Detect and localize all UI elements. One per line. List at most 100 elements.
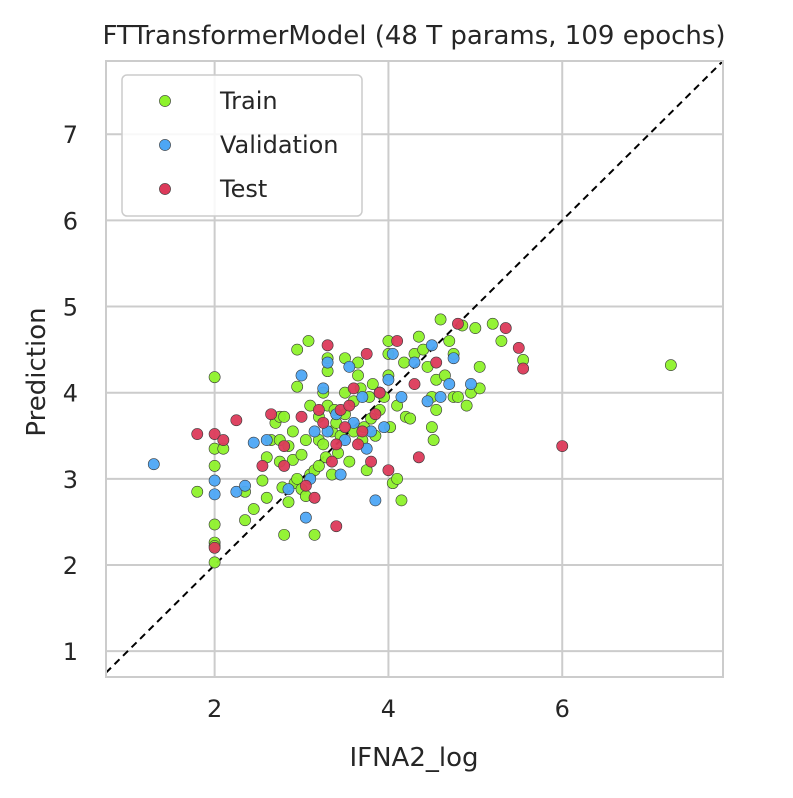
series-train <box>191 313 677 569</box>
data-point-train <box>664 359 677 372</box>
data-point-train <box>278 410 291 423</box>
plot-frame <box>105 60 724 678</box>
data-point-test <box>191 428 204 440</box>
x-tick-label: 4 <box>381 695 396 723</box>
y-tick-labels: 1 2 3 4 5 6 7 <box>63 121 78 666</box>
data-point-validation <box>443 378 456 390</box>
data-point-test <box>330 438 343 451</box>
legend-marker-test <box>159 183 171 195</box>
data-point-train <box>412 330 425 343</box>
gridlines <box>106 61 723 677</box>
data-point-validation <box>299 511 312 524</box>
data-point-train <box>291 472 304 485</box>
data-point-train <box>486 317 499 330</box>
data-point-test <box>382 464 395 477</box>
data-point-train <box>427 434 440 446</box>
data-point-validation <box>208 474 221 487</box>
data-point-validation <box>434 391 447 403</box>
data-point-test <box>391 335 404 347</box>
data-point-test <box>313 404 325 416</box>
data-point-test <box>499 322 512 334</box>
data-point-train <box>299 434 312 446</box>
data-point-test <box>299 479 312 492</box>
data-points <box>147 313 677 569</box>
data-point-train <box>278 528 291 541</box>
data-point-train <box>343 455 356 468</box>
data-point-validation <box>386 348 399 360</box>
data-point-train <box>430 404 443 416</box>
data-point-test <box>517 362 530 375</box>
data-point-test <box>556 440 569 453</box>
data-point-validation <box>230 485 243 498</box>
data-point-train <box>191 485 204 498</box>
data-point-train <box>313 460 325 472</box>
data-point-validation <box>378 421 390 434</box>
legend-box <box>121 74 363 217</box>
legend-marker-train <box>159 95 171 107</box>
x-axis-label: IFNA2_log <box>349 743 478 773</box>
data-point-train <box>291 380 304 393</box>
data-point-test <box>217 434 230 446</box>
data-point-test <box>256 460 269 472</box>
data-point-validation <box>382 373 395 386</box>
data-point-test <box>326 455 338 468</box>
data-point-train <box>282 496 295 509</box>
data-point-test <box>347 382 360 395</box>
data-point-validation <box>408 356 421 369</box>
y-tick-label: 6 <box>63 207 78 235</box>
data-point-train <box>208 460 221 472</box>
data-point-validation <box>239 479 251 492</box>
data-point-test <box>230 414 243 427</box>
data-point-validation <box>465 378 477 390</box>
data-point-validation <box>334 468 347 481</box>
data-point-test <box>330 520 343 533</box>
data-point-test <box>208 541 221 554</box>
data-point-validation <box>421 395 434 408</box>
data-point-test <box>452 317 464 330</box>
data-point-test <box>317 416 330 429</box>
data-point-train <box>208 556 221 569</box>
data-point-test <box>512 341 525 354</box>
y-tick-label: 1 <box>63 638 78 666</box>
data-point-train <box>239 514 251 527</box>
data-point-train <box>495 335 508 347</box>
data-point-test <box>430 356 443 369</box>
data-point-validation <box>247 436 260 449</box>
data-point-validation <box>147 458 160 471</box>
data-point-train <box>208 371 221 384</box>
data-point-train <box>286 453 299 466</box>
legend: Train Validation Test <box>121 74 363 217</box>
data-point-train <box>286 425 299 438</box>
legend-label-validation: Validation <box>220 131 339 159</box>
data-point-train <box>398 356 410 369</box>
series-test <box>191 317 569 554</box>
data-point-train <box>425 421 438 434</box>
data-point-train <box>366 378 379 390</box>
data-point-test <box>360 348 373 360</box>
y-tick-label: 3 <box>63 466 78 494</box>
y-tick-label: 7 <box>63 121 78 149</box>
data-point-test <box>308 491 321 504</box>
data-point-train <box>256 474 269 487</box>
y-tick-label: 5 <box>63 294 78 322</box>
data-point-train <box>302 335 315 347</box>
x-tick-label: 2 <box>207 695 222 723</box>
data-point-test <box>373 386 386 399</box>
data-point-validation <box>208 488 221 501</box>
data-point-test <box>352 438 364 451</box>
data-point-test <box>265 408 278 421</box>
data-point-validation <box>295 369 308 382</box>
data-point-test <box>369 408 382 421</box>
data-point-test <box>295 410 308 423</box>
data-point-train <box>404 412 417 425</box>
data-point-validation <box>308 425 321 438</box>
data-point-test <box>356 425 369 438</box>
data-point-validation <box>282 483 295 496</box>
data-point-validation <box>321 356 334 369</box>
data-point-validation <box>343 360 356 373</box>
data-point-validation <box>260 434 273 446</box>
legend-label-train: Train <box>219 87 278 115</box>
data-point-train <box>247 503 260 515</box>
data-point-validation <box>395 391 408 403</box>
